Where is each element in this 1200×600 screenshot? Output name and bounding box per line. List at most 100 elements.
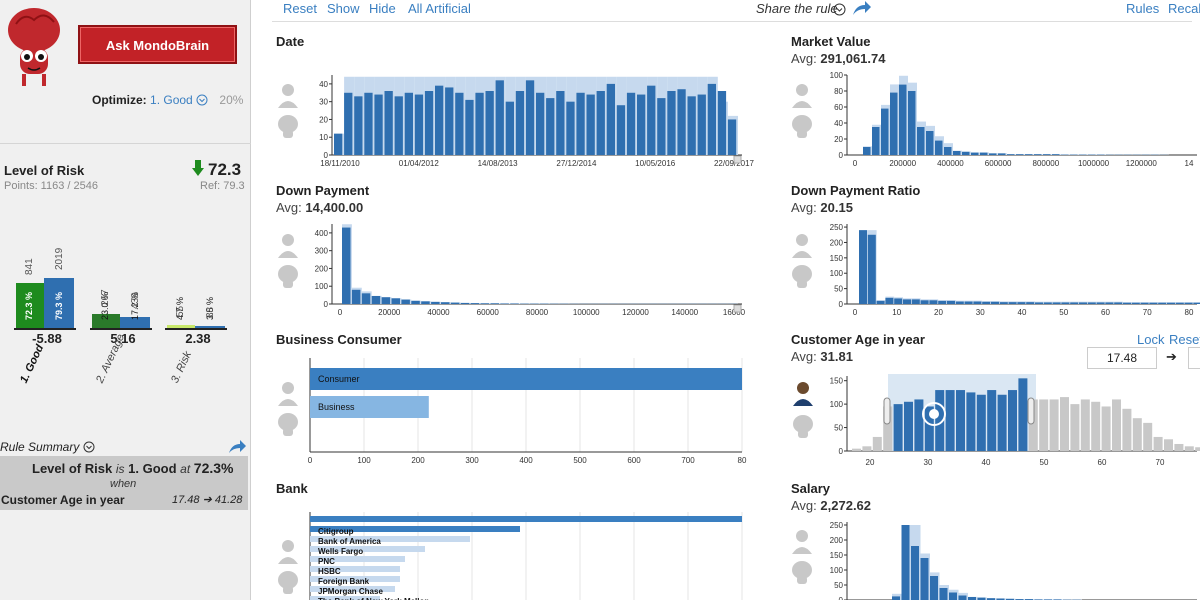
class-bar-selected <box>92 314 120 328</box>
dp-ratio-bar <box>1079 302 1087 304</box>
age-bar <box>904 401 913 451</box>
y-tick-label: 100 <box>315 282 329 291</box>
age-bar <box>1164 439 1173 451</box>
bank-label: HSBC <box>318 567 341 576</box>
share-arrow-icon[interactable] <box>228 440 246 454</box>
age-reset-link[interactable]: Reset <box>1169 332 1200 347</box>
user-icon <box>792 101 812 108</box>
y-tick-label: 0 <box>839 596 844 600</box>
class-baseline <box>165 328 227 330</box>
x-tick-label: 18/11/2010 <box>320 159 360 168</box>
bank-label: Wells Fargo <box>318 547 363 556</box>
avg-value: 31.81 <box>820 349 853 364</box>
down-payment-bar <box>441 302 450 304</box>
range-high-input[interactable] <box>1188 347 1200 369</box>
class-label: 3. Risk <box>169 349 195 386</box>
dp-ratio-bar <box>973 301 982 304</box>
y-tick-label: 10 <box>319 133 328 142</box>
ask-mondobrain-button[interactable]: Ask MondoBrain <box>78 25 237 64</box>
all-artificial-link[interactable]: All Artificial <box>408 1 471 16</box>
date-bar <box>556 91 565 155</box>
age-bar <box>1174 443 1184 451</box>
x-tick-label: 27/12/2014 <box>556 159 597 168</box>
brain-icon <box>278 413 298 431</box>
market-value-bar <box>944 147 952 155</box>
user-icon <box>282 540 294 552</box>
lock-link[interactable]: Lock <box>1137 332 1165 347</box>
down-payment-bar <box>411 300 420 304</box>
salary-bar <box>977 597 986 600</box>
optimize-select[interactable]: 1. Good <box>150 93 208 107</box>
rules-link[interactable]: Rules <box>1126 1 1160 16</box>
y-tick-label: 100 <box>830 400 844 409</box>
chevron-down-icon[interactable] <box>83 441 95 453</box>
dp-ratio-bar <box>1184 302 1193 304</box>
x-tick-label: 20 <box>934 308 943 317</box>
reset-link[interactable]: Reset <box>283 1 317 16</box>
x-tick-label: 60 <box>1098 458 1107 467</box>
age-bar <box>1039 399 1049 451</box>
age-bar <box>1195 447 1200 451</box>
share-arrow-icon[interactable] <box>852 1 872 16</box>
brain-icon <box>797 130 807 138</box>
class-count-selected: 267 <box>100 289 111 306</box>
age-bar <box>1049 399 1059 451</box>
x-tick-label: 400000 <box>937 159 964 168</box>
dp-ratio-bar <box>859 230 867 304</box>
y-tick-label: 100 <box>830 269 844 278</box>
user-icon <box>278 399 298 406</box>
salary-bar <box>996 598 1005 600</box>
date-bar <box>637 94 646 155</box>
class-baseline <box>90 328 152 330</box>
age-bar <box>956 390 965 451</box>
user-icon <box>792 251 812 258</box>
avg-salary: Avg: 2,272.62 <box>791 498 871 513</box>
points-count: Points: 1163 / 2546 <box>4 180 98 192</box>
range-low-input[interactable]: 17.48 <box>1087 347 1157 369</box>
sidebar: Ask MondoBrain Optimize: 1. Good 20% Lev… <box>0 0 251 600</box>
date-bar <box>445 87 454 155</box>
age-bar <box>883 406 893 451</box>
show-link[interactable]: Show <box>327 1 360 16</box>
salary-bar <box>968 597 976 600</box>
avg-dp-ratio: Avg: 20.15 <box>791 200 853 215</box>
salary-bar <box>901 525 910 600</box>
date-bar <box>394 96 403 155</box>
bank-bar <box>310 566 400 572</box>
market-value-bar <box>935 140 943 155</box>
avg-age: Avg: 31.81 <box>791 349 853 364</box>
avg-label: Avg: <box>791 51 817 66</box>
bank-bar-top <box>310 516 742 522</box>
recalc-link[interactable]: Recal <box>1168 1 1200 16</box>
hide-link[interactable]: Hide <box>369 1 396 16</box>
share-rule-label[interactable]: Share the rule <box>756 1 838 16</box>
date-bar <box>616 105 626 155</box>
class-bar-selected <box>16 283 44 328</box>
date-bar <box>374 94 383 155</box>
dp-ratio-bar <box>999 302 1008 304</box>
chevron-down-icon[interactable] <box>833 3 846 16</box>
age-bar <box>1080 399 1090 451</box>
chevron-down-icon[interactable] <box>196 94 208 106</box>
summary-range: 17.48 ➔ 41.28 <box>172 493 242 506</box>
panel-title-business: Business Consumer <box>276 332 402 347</box>
optimize-percent: 20% <box>219 93 244 107</box>
age-bar <box>872 436 882 451</box>
bank-bar <box>310 586 395 592</box>
age-bar <box>1143 422 1153 451</box>
date-bar <box>596 91 605 155</box>
category-label: Business <box>318 402 355 412</box>
divider <box>272 21 1192 22</box>
date-bar <box>465 99 474 155</box>
user-icon <box>796 530 808 542</box>
dp-ratio-bar <box>1026 302 1035 304</box>
bank-bar <box>310 536 470 542</box>
dp-ratio-bar <box>894 298 903 304</box>
class-pct-selected: 72.3 % <box>24 291 34 320</box>
market-value-bar <box>1007 154 1015 155</box>
user-avatar-icon <box>793 399 813 406</box>
class-count-reference: 2019 <box>54 247 65 270</box>
class-score: 5.16 <box>110 331 136 346</box>
x-tick-label: 100000 <box>573 308 600 317</box>
date-bar <box>364 92 373 155</box>
